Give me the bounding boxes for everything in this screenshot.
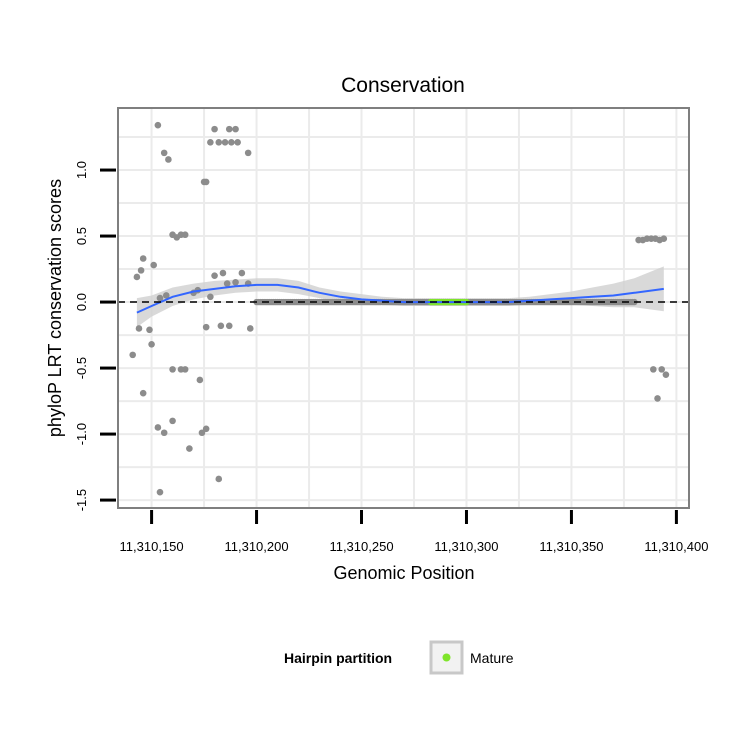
data-point	[662, 371, 670, 378]
legend-key-mature	[429, 640, 464, 675]
data-point	[154, 424, 162, 431]
data-point	[150, 261, 157, 269]
data-point	[234, 139, 241, 146]
smooth-layer	[136, 283, 664, 314]
data-point	[211, 125, 218, 133]
data-point	[181, 231, 189, 239]
y-tick-label: -1.0	[74, 423, 89, 445]
data-point	[228, 139, 235, 146]
x-axis-title: Genomic Position	[333, 563, 474, 583]
data-point	[156, 488, 164, 496]
data-point	[658, 366, 666, 373]
data-point	[232, 125, 239, 133]
data-point	[156, 294, 164, 302]
data-point	[196, 376, 204, 384]
x-tick-label: 11,310,200	[224, 539, 288, 554]
data-point	[207, 293, 214, 301]
data-point	[169, 366, 176, 373]
data-point	[207, 139, 214, 146]
x-tick-label: 11,310,250	[329, 539, 393, 554]
data-point	[165, 156, 172, 163]
chart-title: Conservation	[341, 74, 465, 97]
data-point	[137, 267, 145, 274]
y-tick-label: 1.0	[74, 161, 89, 179]
legend-mature-dot	[442, 653, 451, 662]
data-point	[186, 445, 193, 452]
legend: Hairpin partition Mature	[284, 640, 514, 675]
y-tick-label: -1.5	[74, 489, 89, 511]
y-tick-label: -0.5	[74, 357, 89, 379]
x-tick-label: 11,310,400	[644, 539, 708, 554]
legend-title: Hairpin partition	[284, 650, 392, 666]
y-axis-title: phyloP LRT conservation scores	[45, 179, 65, 437]
data-point	[154, 121, 162, 129]
x-tick-label: 11,310,350	[539, 539, 603, 554]
data-point	[215, 475, 223, 483]
data-point	[160, 429, 168, 437]
data-point	[202, 425, 210, 433]
panel-border	[117, 107, 690, 509]
x-tick-label: 11,310,300	[434, 539, 498, 554]
data-point	[133, 273, 141, 281]
data-point	[148, 341, 155, 348]
data-point	[139, 255, 147, 262]
confidence-band	[136, 266, 664, 328]
data-point	[660, 235, 668, 242]
data-point	[225, 125, 233, 133]
data-point	[650, 366, 657, 373]
data-point	[217, 322, 225, 330]
y-tick-label: 0.0	[74, 293, 89, 311]
data-point	[202, 178, 210, 186]
data-point	[246, 325, 254, 332]
data-point	[169, 417, 176, 425]
data-point	[202, 323, 210, 331]
data-point	[225, 322, 233, 330]
data-point	[139, 389, 147, 397]
plot-area	[117, 107, 690, 509]
data-point	[198, 429, 206, 437]
data-point	[221, 139, 229, 146]
data-point	[232, 278, 239, 286]
panel-background	[118, 108, 689, 508]
data-point	[219, 269, 227, 277]
data-point	[211, 272, 218, 279]
data-point	[654, 395, 661, 402]
data-point	[135, 325, 143, 332]
data-point	[129, 351, 136, 359]
ci-band	[136, 266, 664, 328]
data-point	[162, 292, 170, 299]
grid-lines	[118, 108, 689, 508]
x-tick-label: 11,310,150	[120, 539, 184, 554]
data-point	[223, 280, 231, 287]
x-axis: 11,310,150 11,310,200 11,310,250 11,310,300…	[120, 510, 708, 554]
data-point	[238, 269, 246, 277]
y-tick-label: 0.5	[74, 227, 89, 245]
data-point	[146, 326, 153, 334]
data-point	[160, 149, 168, 157]
data-point	[181, 366, 189, 373]
data-point	[215, 139, 223, 146]
smooth-line	[136, 283, 664, 314]
data-point	[244, 149, 252, 157]
y-axis: -1.5 -1.0 -0.5 0.0 0.5 1.0	[74, 161, 116, 511]
legend-label-mature: Mature	[470, 650, 514, 666]
